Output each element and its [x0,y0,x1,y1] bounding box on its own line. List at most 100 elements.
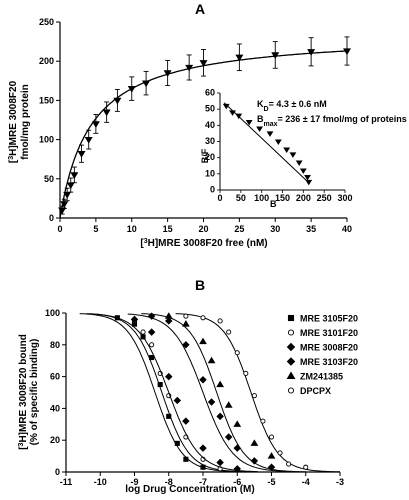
competition-data-point [200,315,206,321]
legend-label: DPCPX [300,386,331,396]
panel-b-y-tick-label: 100 [45,308,60,318]
scatchard-data-point [305,179,313,186]
competition-data-point [243,370,249,376]
saturation-data-point [84,136,93,144]
inset-x-tick-label: 0 [217,193,222,203]
inset-plot: 0 50 100 150 200 250 300 0 10 20 30 40 50 60 [205,88,353,204]
competition-data-point [147,328,156,336]
competition-fit-curve [141,313,306,473]
competition-data-point [277,450,283,456]
panel-a-y-tick-label: 150 [39,95,54,105]
scatchard-data-point [222,103,230,110]
inset-y-tick-label: 10 [205,168,215,178]
panel-a-x-tick-label: 0 [57,224,62,234]
panel-b-ticks: -11 -10 -9 -8 -7 -6 -5 -4 -3 0 20 40 60 80 100 [45,308,344,487]
scatchard-data-point [304,175,311,181]
competition-data-point [224,433,233,441]
saturation-data-point [113,97,122,105]
scatchard-data-point [256,126,263,133]
panel-a-y-axis-title-line1: [3H]MRE 3008F20 [8,80,20,163]
competition-data-point [303,464,309,470]
panel-b-x-tick-label: -9 [130,477,138,487]
legend-marker [287,387,295,394]
competition-fit-curve [79,313,245,473]
panel-a-y-tick-label: 100 [39,135,54,145]
panel-a-x-tick-label: 15 [163,224,173,234]
bmax-subscript: max [264,121,278,128]
legend-marker [287,314,295,322]
saturation-data-point [66,182,75,190]
inset-y-tick-label: 50 [205,104,215,114]
inset-x-tick-label: 250 [317,193,332,203]
panel-b-y-tick-label: 0 [55,467,60,477]
competition-data-point [165,317,173,325]
competition-data-point [267,452,276,459]
competition-data-point [181,320,190,327]
scatchard-data-point [274,139,282,145]
panel-b-x-tick-label: -11 [60,477,73,487]
panel-a-label: A [195,1,205,17]
competition-data-point [183,313,189,319]
scatchard-inset: 0 50 100 150 200 250 300 0 10 20 30 40 50 60 B B/F KD… [200,88,407,210]
panel-a-y-tick-label: 0 [49,213,54,223]
panel-a-x-axis-title-text: H]MRE 3008F20 free (nM) [148,238,268,249]
inset-x-tick-label: 50 [236,193,246,203]
competition-data-point [233,444,241,452]
inset-x-tick-label: 300 [337,193,352,203]
competition-data-point [226,329,232,335]
inset-y-tick-label: 40 [205,120,215,130]
competition-data-point [165,372,173,381]
saturation-data-point [163,70,172,78]
competition-data-point [173,396,182,405]
panel-b-x-tick-label: -5 [267,477,275,487]
panel-a-y-tick-label: 250 [39,17,54,27]
bmax-value: = 236 ± 17 fmol/mg of proteins [278,114,407,124]
scatchard-data-point [283,147,291,154]
panel-b-y-tick-label: 80 [50,340,60,350]
saturation-data-point [343,48,351,56]
saturation-data-point [77,151,86,158]
legend-marker [287,329,295,336]
competition-data-point [251,393,257,399]
competition-data-point [250,439,259,446]
panel-a-y-axis-title-line2: fmol/mg protein [20,84,31,160]
competition-data-point [207,356,216,364]
panel-b-label: B [195,277,205,293]
competition-fit-curve [93,313,258,473]
legend-label: MRE 3103F20 [300,357,358,367]
panel-a-plot [56,21,351,222]
scatchard-data-point [299,168,307,175]
competition-data-point [199,444,207,452]
bmax-annotation: Bmax= 236 ± 17 fmol/mg of proteins [257,114,407,128]
competition-data-point [199,337,207,345]
legend-marker [286,342,296,352]
saturation-data-point [142,80,151,88]
competition-data-point [286,461,292,467]
saturation-data-point [70,172,79,179]
legend-marker [286,371,296,380]
inset-y-tick-label: 20 [205,152,215,162]
panel-a-x-tick-label: 20 [198,224,208,234]
panel-b-x-axis-title: log Drug Concentration (M) [125,484,254,495]
legend-label: MRE 3105F20 [300,314,358,324]
panel-b-x-tick-label: -4 [302,477,310,487]
scatchard-data-point [295,160,303,166]
inset-y-tick-label: 30 [205,136,215,146]
panel-b-y-axis-title-text: H]MRE 3008F20 bound [18,334,29,442]
legend-label: MRE 3101F20 [300,328,358,338]
competition-data-point [207,398,216,406]
competition-data-point [234,350,240,356]
competition-data-point [199,376,207,384]
kd-value: = 4.3 ± 0.6 nM [269,99,327,109]
competition-data-point [216,458,224,467]
inset-y-axis-title: B/F [200,148,210,163]
saturation-data-point [63,191,72,199]
competition-data-point [174,440,180,446]
competition-data-point [216,380,225,388]
saturation-data-point [58,207,67,215]
panel-b-x-tick-label: -3 [336,477,344,487]
kd-symbol: K [257,99,264,109]
panel-a-x-axis-title-sup: 3 [144,238,148,245]
competition-data-point [216,412,224,421]
